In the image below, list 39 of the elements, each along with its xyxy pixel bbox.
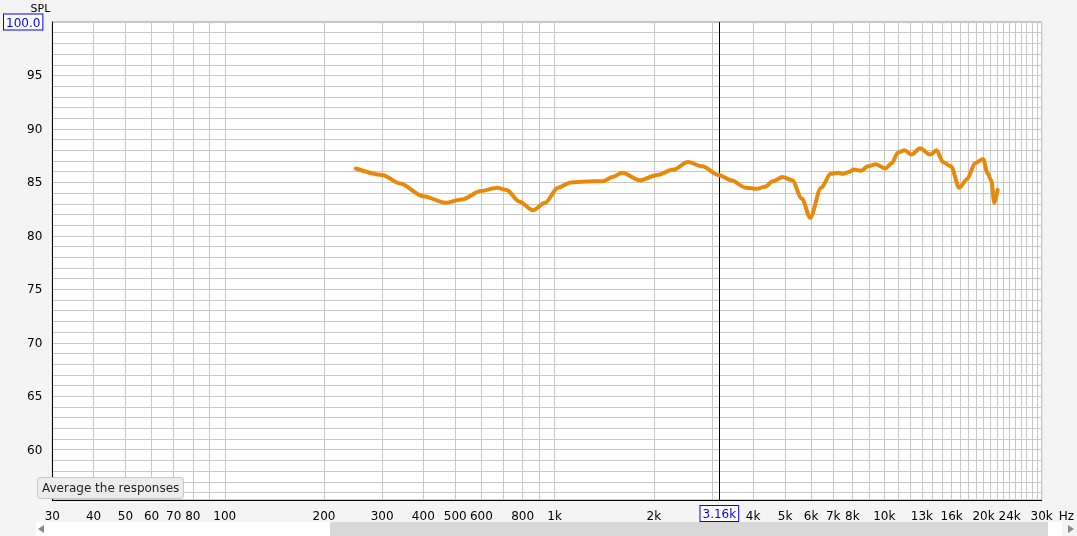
x-tick-label: 70 [166,509,182,523]
x-tick-label: 300 [370,509,394,523]
ref-line-label: 3.16k [702,507,737,521]
average-button: Average the responses [37,477,185,499]
x-tick-label: 200 [312,509,336,523]
y-tick-label: 95 [27,68,43,83]
x-tick-label: 400 [411,509,435,523]
x-tick-label: 16k [940,509,963,523]
y-tick-label: 90 [27,121,43,136]
x-tick-label: 10k [873,509,896,523]
x-tick-label: 500 [443,509,467,523]
x-tick-label: 60 [143,509,160,523]
x-tick-label: 20k [972,509,995,523]
x-tick-label: 600 [469,509,493,523]
y-tick-label: 80 [27,228,43,243]
y-tick-label: 60 [27,442,43,457]
x-tick-label: 100 [213,509,237,523]
x-axis-title: Hz [1058,509,1075,523]
y-tick-label: 65 [27,389,43,404]
y-tick-label: 85 [27,175,43,190]
x-tick-label: 6k [803,509,819,523]
x-tick-label: 80 [185,509,201,523]
x-tick-label: 2k [646,509,662,523]
x-tick-label: 4k [745,509,761,523]
x-tick-label: 1k [547,509,562,523]
y-axis-title: SPL [30,1,52,15]
x-tick-label: 8k [845,509,860,523]
x-tick-label: 50 [117,509,134,523]
x-tick-label: 5k [777,509,793,523]
x-tick-label: 30k [1030,509,1053,523]
x-tick-label: 40 [85,509,102,523]
x-tick-label: 24k [998,509,1021,523]
y-tick-label: 70 [27,335,43,350]
x-tick-label: 800 [511,509,535,523]
x-tick-label: 7k [825,509,841,523]
y-tick-label: 75 [27,282,43,297]
y-tick-label: 100.0 [5,15,41,30]
x-tick-label: 30 [44,509,60,523]
x-tick-label: 13k [910,509,934,523]
